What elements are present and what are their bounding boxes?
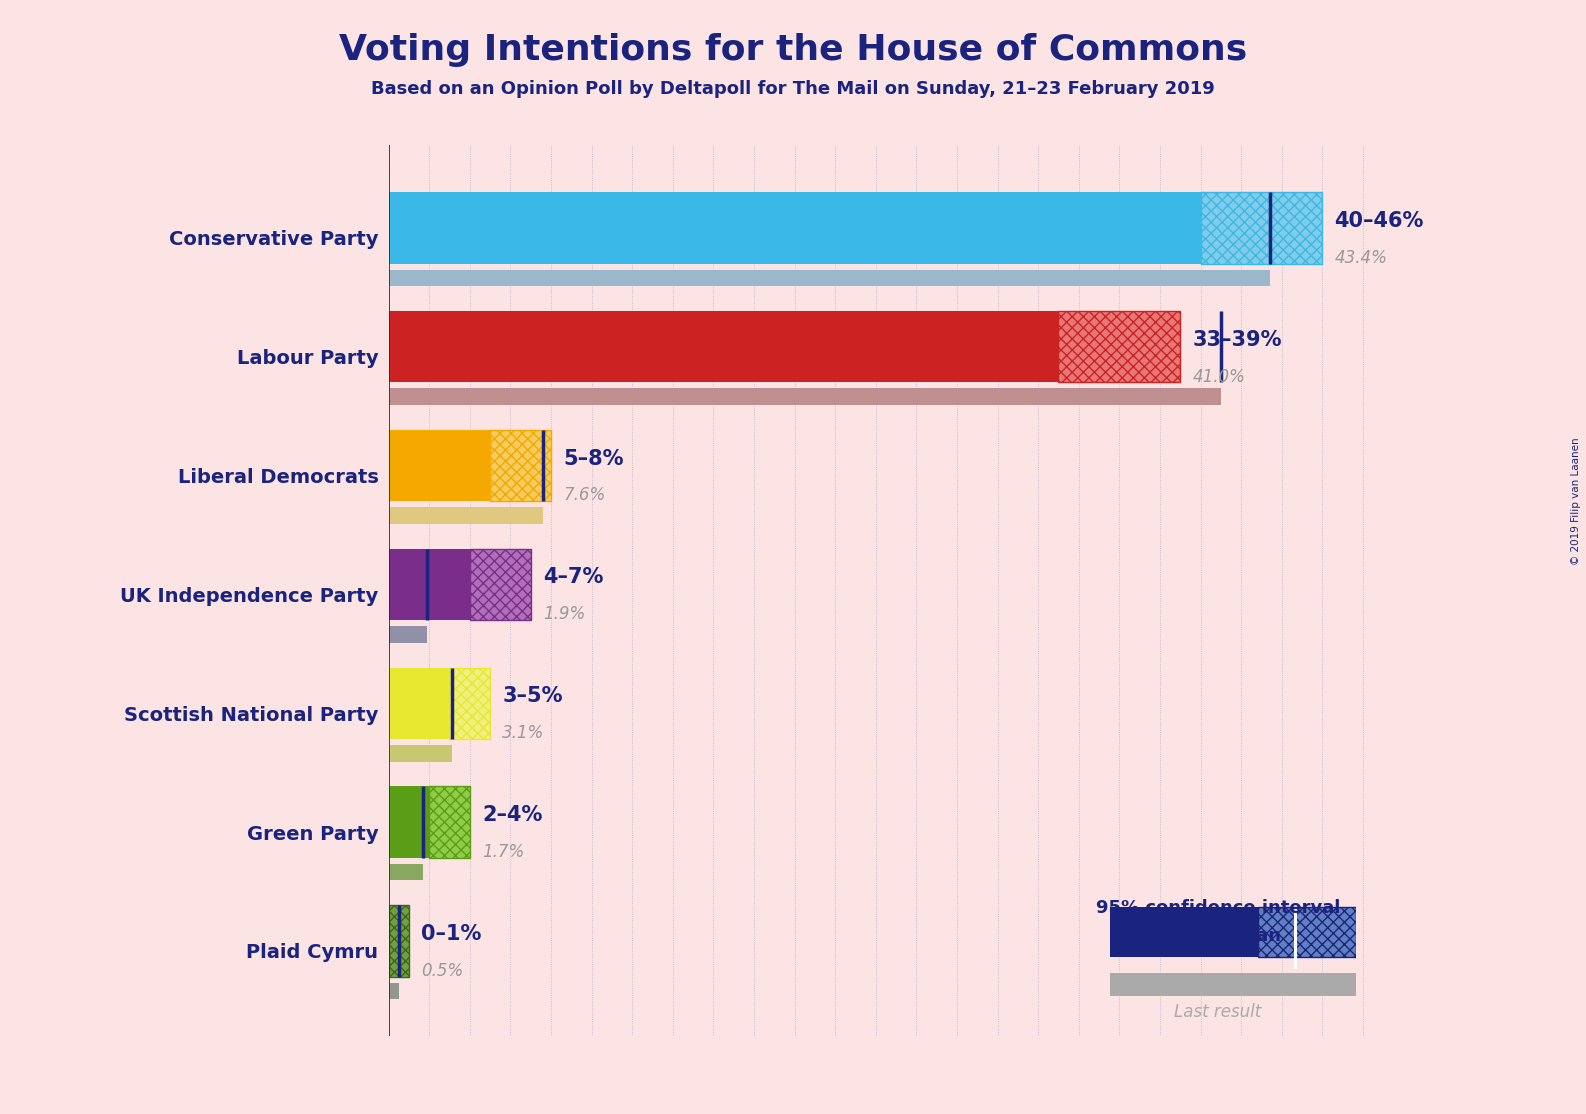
Bar	[430, 786, 469, 858]
Text: 5–8%: 5–8%	[563, 449, 623, 469]
Text: Based on an Opinion Poll by Deltapoll for The Mail on Sunday, 21–23 February 201: Based on an Opinion Poll by Deltapoll fo…	[371, 80, 1215, 98]
Text: UK Independence Party: UK Independence Party	[121, 587, 379, 606]
Bar	[389, 193, 1201, 264]
Text: Plaid Cymru: Plaid Cymru	[246, 944, 379, 962]
Text: with median: with median	[1156, 927, 1280, 945]
Bar	[389, 786, 430, 858]
Text: Liberal Democrats: Liberal Democrats	[178, 468, 379, 487]
Bar	[389, 667, 449, 739]
Bar	[1110, 974, 1356, 996]
Text: 3–5%: 3–5%	[503, 686, 563, 706]
Bar	[389, 270, 1270, 286]
Text: © 2019 Filip van Laanen: © 2019 Filip van Laanen	[1572, 438, 1581, 565]
Text: 43.4%: 43.4%	[1334, 248, 1388, 266]
Text: 41.0%: 41.0%	[1193, 368, 1245, 385]
Bar	[389, 507, 542, 524]
Text: 1.7%: 1.7%	[482, 843, 525, 861]
Text: 95% confidence interval: 95% confidence interval	[1096, 899, 1340, 917]
Text: 1.9%: 1.9%	[542, 605, 585, 623]
Bar	[1201, 193, 1323, 264]
Bar	[389, 626, 427, 643]
Text: 4–7%: 4–7%	[542, 567, 603, 587]
Bar	[490, 430, 550, 501]
Bar	[389, 983, 398, 999]
Text: Green Party: Green Party	[247, 824, 379, 843]
Bar	[389, 863, 423, 880]
Text: Last result: Last result	[1174, 1003, 1262, 1020]
Bar	[469, 549, 531, 620]
Bar	[1058, 311, 1180, 382]
Bar	[389, 389, 1221, 405]
Bar	[389, 430, 490, 501]
Bar	[1110, 907, 1258, 957]
Text: Scottish National Party: Scottish National Party	[124, 705, 379, 725]
Text: 2–4%: 2–4%	[482, 805, 542, 825]
Bar	[389, 906, 409, 977]
Bar	[389, 745, 452, 762]
Text: 7.6%: 7.6%	[563, 487, 606, 505]
Bar	[389, 549, 469, 620]
Bar	[1258, 907, 1356, 957]
Text: 33–39%: 33–39%	[1193, 330, 1281, 350]
Text: 0.5%: 0.5%	[420, 961, 463, 979]
Text: 40–46%: 40–46%	[1334, 211, 1424, 231]
Bar	[389, 311, 1058, 382]
Text: Conservative Party: Conservative Party	[170, 231, 379, 250]
Text: 3.1%: 3.1%	[503, 724, 544, 742]
Bar	[449, 667, 490, 739]
Text: 0–1%: 0–1%	[420, 924, 482, 944]
Text: Voting Intentions for the House of Commons: Voting Intentions for the House of Commo…	[339, 33, 1247, 68]
Text: Labour Party: Labour Party	[236, 349, 379, 369]
